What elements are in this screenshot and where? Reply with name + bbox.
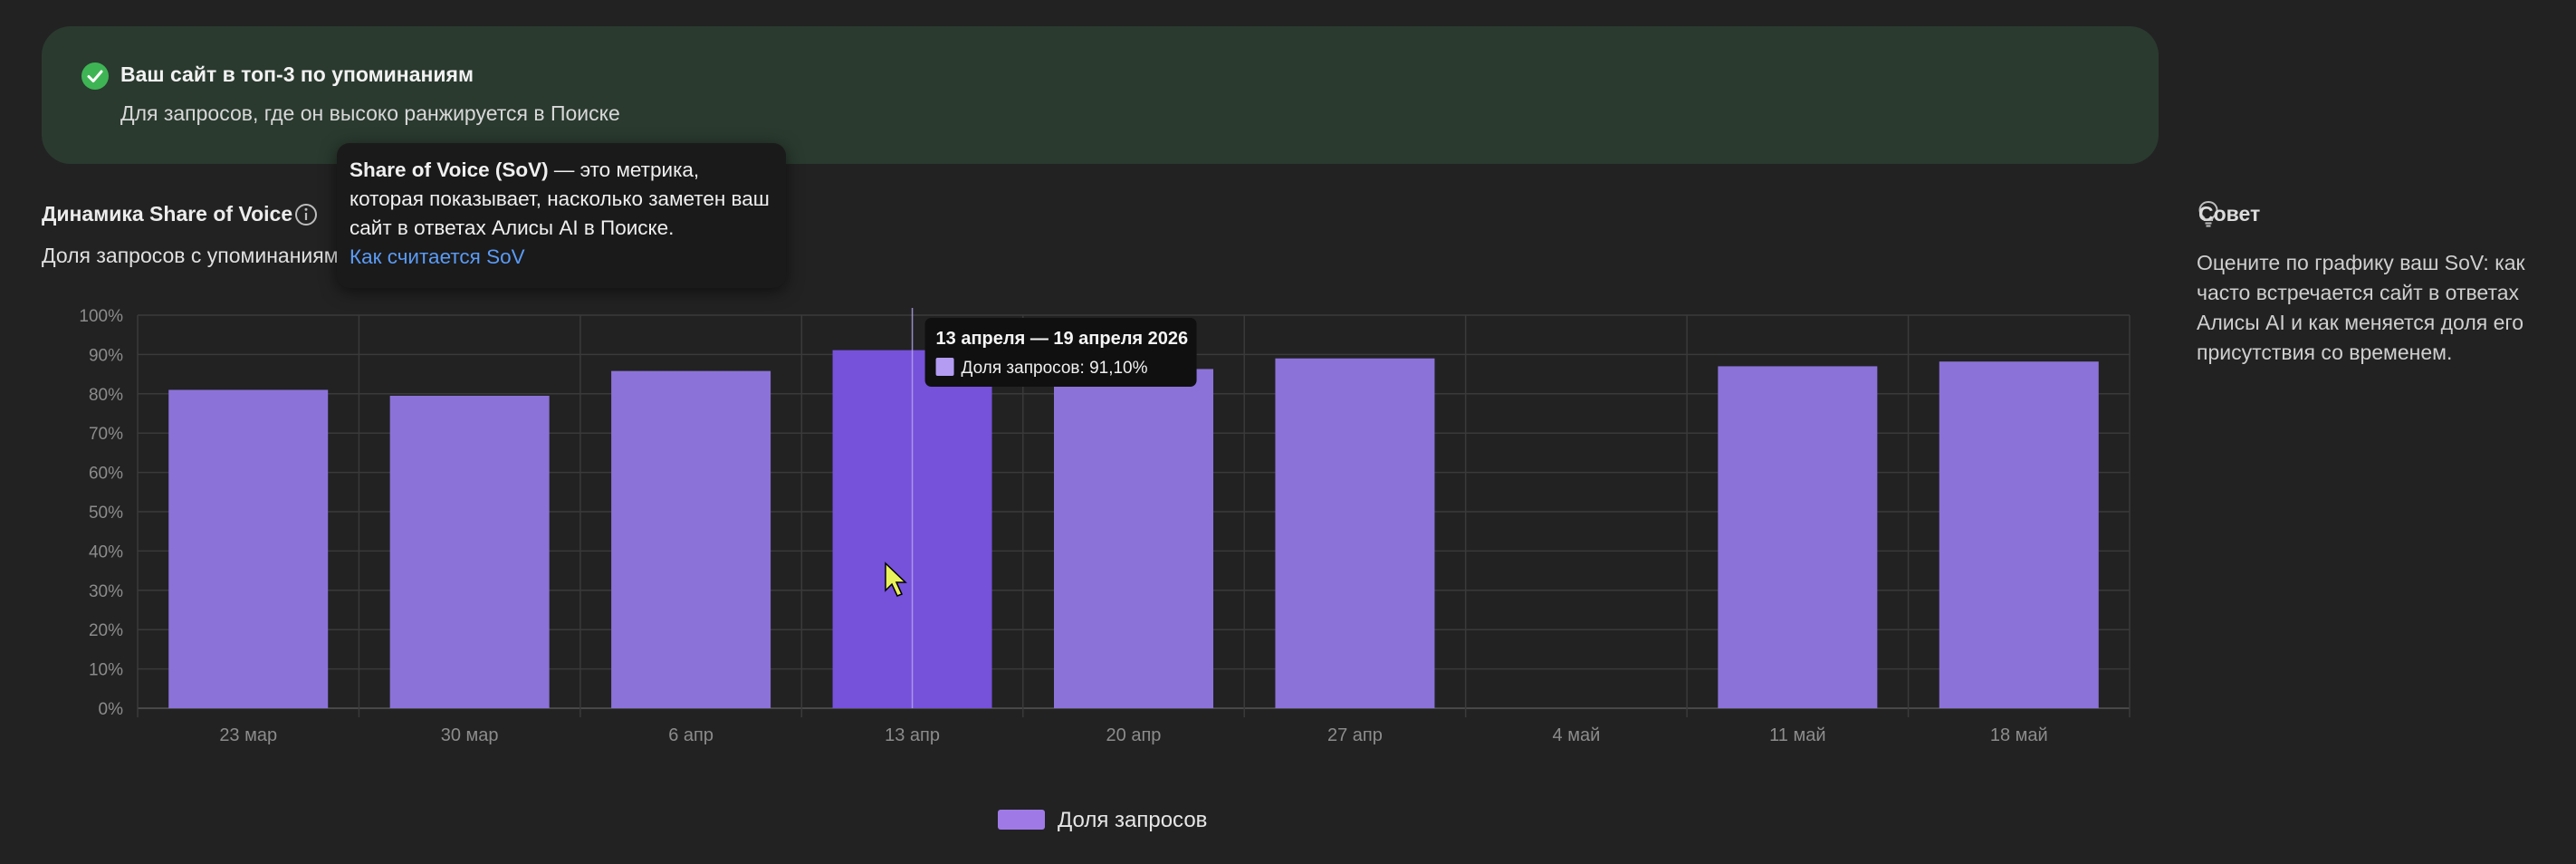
y-tick-label: 10% (89, 661, 123, 680)
bar (1718, 366, 1878, 708)
tooltip-swatch (935, 358, 954, 376)
bar (1054, 369, 1213, 708)
sov-info-popover: Share of Voice (SoV) — это метрика, кото… (337, 143, 786, 288)
popover-term: Share of Voice (SoV) (350, 158, 549, 181)
top3-banner: Ваш сайт в топ-3 по упоминаниям Для запр… (42, 26, 2159, 164)
y-tick-label: 100% (79, 307, 123, 326)
check-circle-icon (81, 62, 109, 90)
bar (611, 370, 771, 708)
y-tick-label: 70% (89, 425, 123, 444)
legend-swatch (998, 810, 1045, 830)
lightbulb-icon (2198, 200, 2218, 227)
bar (1939, 361, 2099, 708)
x-tick-label: 20 апр (1106, 725, 1162, 745)
tip-text: Оцените по графику ваш SoV: как часто вс… (2197, 251, 2525, 364)
chart-tooltip (924, 318, 1197, 387)
x-tick-label: 23 мар (219, 725, 277, 745)
banner-subtitle: Для запросов, где он высоко ранжируется … (120, 101, 620, 125)
tooltip-title: 13 апреля — 19 апреля 2026 (936, 329, 1189, 349)
popover-text: — это метрика, которая показывает, наско… (350, 158, 770, 239)
x-tick-label: 27 апр (1327, 725, 1383, 745)
y-tick-label: 50% (89, 504, 123, 523)
bar (389, 395, 550, 708)
tip-title: Совет (2198, 202, 2261, 226)
x-tick-label: 13 апр (885, 725, 940, 745)
x-tick-label: 6 апр (668, 725, 713, 745)
section-subtitle: Доля запросов с упоминаниям (42, 244, 339, 267)
x-tick-label: 11 май (1769, 725, 1825, 745)
y-tick-label: 40% (89, 542, 123, 562)
y-tick-label: 90% (89, 346, 123, 365)
y-tick-label: 80% (89, 386, 123, 405)
bar (168, 389, 329, 708)
info-icon[interactable] (293, 202, 319, 227)
y-tick-label: 20% (89, 621, 123, 640)
y-tick-label: 60% (89, 465, 123, 484)
legend-label: Доля запросов (1058, 808, 1208, 832)
tooltip-value: Доля запросов: 91,10% (962, 359, 1148, 378)
banner-title: Ваш сайт в топ-3 по упоминаниям (120, 62, 474, 86)
bar (1275, 358, 1435, 708)
section-title: Динамика Share of Voice (42, 202, 293, 226)
sov-bar-chart: 0% 10% 20% 30% 40% 50% 60% 70% 80% 90% 100% 23 мар 3… (79, 307, 2131, 745)
y-tick-label: 0% (99, 700, 124, 719)
x-tick-label: 4 май (1553, 725, 1601, 745)
how-sov-calculated-link[interactable]: Как считается SoV (350, 245, 525, 268)
x-tick-label: 18 май (1990, 725, 2048, 745)
y-tick-label: 30% (89, 582, 123, 601)
mouse-cursor-icon (885, 562, 907, 597)
x-tick-label: 30 мар (441, 725, 499, 745)
